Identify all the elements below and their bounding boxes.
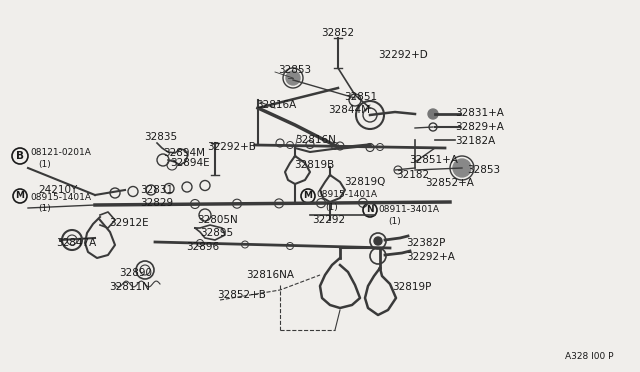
Text: 32894E: 32894E bbox=[170, 158, 210, 168]
Text: 32805N: 32805N bbox=[197, 215, 237, 225]
Text: 32853: 32853 bbox=[278, 65, 311, 75]
Text: 32382P: 32382P bbox=[406, 238, 445, 248]
Text: 32912E: 32912E bbox=[109, 218, 148, 228]
Text: 32182A: 32182A bbox=[455, 136, 495, 146]
Text: 32292+B: 32292+B bbox=[207, 142, 256, 152]
Text: 32816NA: 32816NA bbox=[246, 270, 294, 280]
Text: 32890: 32890 bbox=[119, 268, 152, 278]
Circle shape bbox=[286, 71, 300, 85]
Text: 32894M: 32894M bbox=[163, 148, 205, 158]
Text: N: N bbox=[366, 205, 374, 215]
Text: 32819B: 32819B bbox=[294, 160, 334, 170]
Circle shape bbox=[453, 159, 471, 177]
Text: 24210Y: 24210Y bbox=[38, 185, 77, 195]
Text: 32852+A: 32852+A bbox=[425, 178, 474, 188]
Text: 32182: 32182 bbox=[396, 170, 429, 180]
Text: (1): (1) bbox=[388, 217, 401, 226]
Text: A328 l00 P: A328 l00 P bbox=[565, 352, 614, 361]
Text: 32851: 32851 bbox=[344, 92, 377, 102]
Text: 32831: 32831 bbox=[140, 185, 173, 195]
Text: 08915-1401A: 08915-1401A bbox=[30, 193, 91, 202]
Text: 32819Q: 32819Q bbox=[344, 177, 385, 187]
Circle shape bbox=[374, 237, 382, 245]
Text: 32852: 32852 bbox=[321, 28, 355, 38]
Text: (1): (1) bbox=[38, 204, 51, 213]
Text: 32829: 32829 bbox=[140, 198, 173, 208]
Text: 32851+A: 32851+A bbox=[409, 155, 458, 165]
Text: 32816A: 32816A bbox=[256, 100, 296, 110]
Text: 32847A: 32847A bbox=[56, 238, 96, 248]
Text: 08911-3401A: 08911-3401A bbox=[378, 205, 439, 214]
Text: 32816N: 32816N bbox=[295, 135, 336, 145]
Text: 32819P: 32819P bbox=[392, 282, 431, 292]
Text: 32292+D: 32292+D bbox=[378, 50, 428, 60]
Text: 08915-1401A: 08915-1401A bbox=[316, 190, 377, 199]
Text: M: M bbox=[15, 192, 24, 201]
Text: 32852+B: 32852+B bbox=[217, 290, 266, 300]
Text: M: M bbox=[303, 192, 312, 201]
Text: 32292+A: 32292+A bbox=[406, 252, 455, 262]
Text: 32844M: 32844M bbox=[328, 105, 370, 115]
Text: (1): (1) bbox=[38, 160, 51, 169]
Circle shape bbox=[428, 109, 438, 119]
Text: (1): (1) bbox=[325, 203, 338, 212]
Text: 32292: 32292 bbox=[312, 215, 345, 225]
Text: 32853: 32853 bbox=[467, 165, 500, 175]
Text: 08121-0201A: 08121-0201A bbox=[30, 148, 91, 157]
Text: 32829+A: 32829+A bbox=[455, 122, 504, 132]
Text: 32895: 32895 bbox=[200, 228, 233, 238]
Text: 32835: 32835 bbox=[144, 132, 177, 142]
Text: 32811N: 32811N bbox=[109, 282, 150, 292]
Text: B: B bbox=[16, 151, 24, 161]
Text: 32896: 32896 bbox=[186, 242, 219, 252]
Text: 32831+A: 32831+A bbox=[455, 108, 504, 118]
